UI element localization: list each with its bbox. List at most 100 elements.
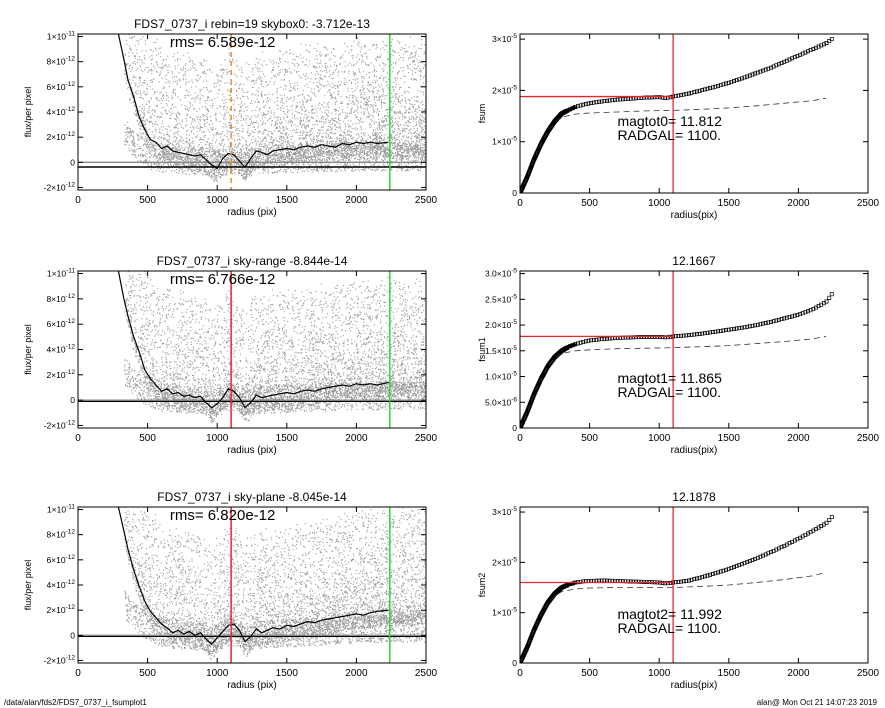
chart-1: 0 500 1000 1500 2000 2500 -2×10-12 0 2×10-12 4×10… — [23, 17, 438, 218]
x-axis-label: radius(pix) — [671, 210, 718, 221]
rms-annotation: rms= 6.589e-12 — [170, 34, 275, 51]
plot-area — [78, 271, 426, 428]
chart-title: FDS7_0737_i sky-range -8.844e-14 — [157, 254, 348, 268]
footer-path: /data/alan/fds2/FDS7_0737_i_fsumplot1 — [4, 698, 147, 707]
x-tick-label: 1500 — [276, 195, 299, 206]
x-tick-label: 1000 — [648, 668, 671, 679]
y-tick-label: 1.5×10-5 — [485, 345, 517, 356]
x-tick-label: 2000 — [787, 433, 810, 444]
x-tick-label: 500 — [581, 668, 598, 679]
x-tick-label: 2500 — [415, 433, 438, 444]
y-tick-label: 2×10-5 — [492, 84, 517, 95]
x-tick-label: 2000 — [345, 433, 368, 444]
y-tick-label: 5.0×10-6 — [485, 396, 517, 407]
plot-area — [520, 507, 834, 663]
fsum-points — [520, 515, 834, 663]
scatter-points — [123, 34, 426, 183]
y-tick-label: 8×10-12 — [46, 529, 75, 540]
fsum-inner-curve — [520, 342, 577, 428]
fsum-inner-curve — [520, 580, 577, 663]
y-tick-label: 1×10-5 — [492, 607, 517, 618]
magnitude-annotation-line: magtot2= 11.992 — [617, 606, 722, 622]
plot-frame — [519, 270, 869, 429]
radial-profile-line — [117, 271, 389, 409]
y-tick-label: 1×10-11 — [47, 31, 75, 42]
magnitude-annotation-line: RADGAL= 1100. — [617, 620, 721, 636]
y-tick-label: 6×10-12 — [46, 81, 75, 92]
x-axis-label: radius(pix) — [671, 680, 718, 691]
y-tick-label: 0 — [512, 423, 517, 433]
x-tick-label: 1000 — [648, 198, 671, 209]
fsum-dashed-curve — [520, 572, 827, 663]
y-tick-label: 1.0×10-5 — [485, 371, 517, 382]
y-axis-label: fsum1 — [477, 337, 487, 362]
x-tick-label: 2000 — [345, 195, 368, 206]
y-axis-label: flux/per pixel — [23, 87, 33, 138]
y-tick-label: 3×10-5 — [492, 506, 517, 517]
x-tick-label: 500 — [581, 198, 598, 209]
plot-area — [78, 507, 426, 663]
x-tick-label: 0 — [75, 195, 81, 206]
plot-frame — [519, 506, 869, 664]
x-tick-label: 0 — [75, 433, 81, 444]
chart-2: 0 500 1000 1500 2000 2500 0 1×10-5 2×10-5 3×10-5 r… — [477, 33, 880, 221]
y-tick-label: 0 — [70, 157, 75, 167]
x-tick-label: 1000 — [206, 433, 229, 444]
plot-area — [78, 34, 426, 190]
x-tick-label: 500 — [581, 433, 598, 444]
rms-annotation: rms= 6.766e-12 — [170, 271, 275, 288]
x-tick-label: 500 — [139, 195, 156, 206]
chart-title: 12.1667 — [672, 254, 716, 268]
plot-area — [520, 34, 834, 193]
y-tick-label: 1×10-11 — [47, 268, 75, 279]
footer-stamp: alan@ Mon Oct 21 14:07:23 2019 — [756, 698, 877, 707]
magnitude-annotation-line: RADGAL= 1100. — [617, 127, 721, 143]
y-tick-label: 8×10-12 — [46, 56, 75, 67]
chart-title: FDS7_0737_i rebin=19 skybox0: -3.712e-13 — [134, 17, 370, 31]
y-tick-label: 0 — [70, 395, 75, 405]
chart-3: 0 500 1000 1500 2000 2500 -2×10-12 0 2×10-12 4×10… — [23, 254, 438, 456]
x-tick-label: 2500 — [415, 668, 438, 679]
y-tick-label: 8×10-12 — [46, 293, 75, 304]
x-tick-label: 1000 — [648, 433, 671, 444]
plot-area — [520, 271, 834, 428]
y-tick-label: 6×10-12 — [46, 554, 75, 565]
y-tick-label: 1×10-5 — [492, 136, 517, 147]
magnitude-annotation-line: magtot0= 11.812 — [617, 113, 722, 129]
x-tick-label: 0 — [517, 433, 523, 444]
y-tick-label: -2×10-12 — [44, 419, 76, 430]
y-tick-label: 3×10-5 — [492, 33, 517, 44]
x-tick-label: 2000 — [345, 668, 368, 679]
x-tick-label: 1000 — [206, 668, 229, 679]
y-tick-label: 2×10-12 — [46, 131, 75, 142]
x-tick-label: 1500 — [276, 668, 299, 679]
fsum-dashed-curve — [520, 336, 827, 428]
fsum-dashed-curve — [520, 97, 827, 193]
magnitude-annotation-line: magtot1= 11.865 — [617, 370, 722, 386]
chart-6: 0 500 1000 1500 2000 2500 0 1×10-5 2×10-5 3×10-5 r… — [477, 490, 880, 691]
rms-annotation: rms= 6.820e-12 — [170, 507, 275, 524]
x-tick-label: 1500 — [718, 433, 741, 444]
plot-frame — [519, 33, 869, 194]
y-tick-label: 2.0×10-5 — [485, 319, 517, 330]
y-tick-label: 0 — [512, 188, 517, 198]
y-tick-label: 4×10-12 — [46, 106, 75, 117]
fsum-points — [520, 292, 834, 428]
x-tick-label: 2000 — [787, 198, 810, 209]
y-tick-label: -2×10-12 — [44, 181, 76, 192]
y-tick-label: 4×10-12 — [46, 344, 75, 355]
y-tick-label: 3.0×10-5 — [485, 268, 517, 279]
y-tick-label: 1×10-11 — [47, 504, 75, 515]
radial-profile-line — [117, 507, 389, 645]
y-axis-label: flux/per pixel — [23, 324, 33, 375]
y-tick-label: 2×10-12 — [46, 369, 75, 380]
x-tick-label: 500 — [139, 668, 156, 679]
x-tick-label: 1500 — [276, 433, 299, 444]
x-tick-label: 0 — [75, 668, 81, 679]
x-tick-label: 1500 — [718, 668, 741, 679]
scatter-points-dense — [124, 359, 426, 417]
y-axis-label: fsum2 — [477, 573, 487, 598]
x-axis-label: radius (pix) — [227, 445, 276, 456]
x-axis-label: radius (pix) — [227, 680, 276, 691]
